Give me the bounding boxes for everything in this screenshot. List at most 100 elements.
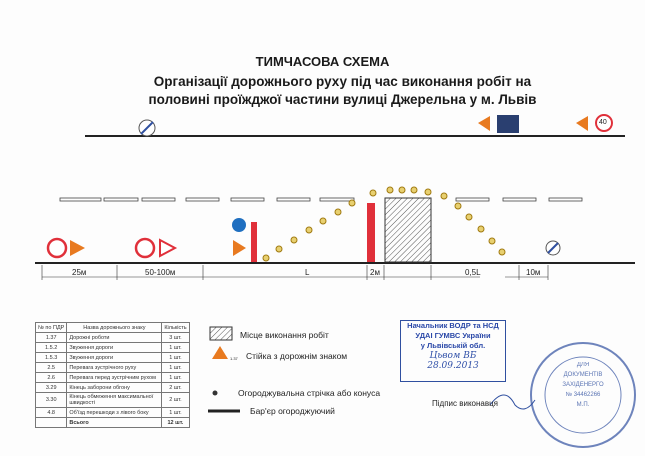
cone <box>386 186 394 194</box>
lane-dash <box>502 197 537 202</box>
doc-subtitle-2: половині проїжджої частини вулиці Джерел… <box>148 92 537 107</box>
stamp-text: ДЛЯ ДОКУМЕНТІВ ЗАХІДЕНЕРГО № 34462266 М.П. <box>548 360 618 410</box>
table-row: 1.5.3 Звуження дороги 1 шт. <box>34 352 190 363</box>
legend-work-area: Місце виконання робіт <box>240 330 329 340</box>
table-row: 3.29 Кінець заборони обгону 2 шт. <box>34 382 190 393</box>
legend-cone-icon <box>212 390 218 396</box>
doc-title: ТИМЧАСОВА СХЕМА <box>255 54 390 69</box>
approval-date: 28.09.2013 <box>427 361 479 371</box>
cone <box>498 248 506 256</box>
table-cell: 3 шт. <box>161 332 190 343</box>
detour-left-sign-icon <box>232 218 246 232</box>
signature <box>489 394 536 410</box>
cone <box>398 186 406 194</box>
dim-50-100m: 50-100м <box>145 268 176 277</box>
cone <box>488 237 496 245</box>
legend-sign-icon <box>212 346 228 359</box>
table-cell: 4.8 <box>34 407 68 418</box>
table-cell: Дорожні роботи <box>66 332 163 343</box>
lane-dash <box>455 197 490 202</box>
lane-markings <box>59 197 583 202</box>
table-row: 1.5.2 Звуження дороги 1 шт. <box>34 342 190 353</box>
cone <box>262 254 270 262</box>
roadwork-sign-icon <box>233 240 246 256</box>
dim-05L: 0,5L <box>465 268 481 277</box>
table-cell: 1 шт. <box>161 342 190 353</box>
table-cell: Перевага зустрічного руху <box>66 362 163 373</box>
dim-2m: 2м <box>370 268 380 277</box>
cone <box>305 226 313 234</box>
lane-dash <box>103 197 139 202</box>
signature-label: Підпис виконавця <box>432 399 499 408</box>
legend-sign-post: Стійка з дорожнім знаком <box>246 351 348 361</box>
narrowing-sign-icon <box>159 238 178 258</box>
dim-L: L <box>305 268 310 277</box>
dim-25m: 25м <box>72 268 87 277</box>
cone <box>440 192 448 200</box>
roadwork-sign-icon <box>70 240 85 256</box>
legend-barrier: Бар'єр огороджуючий <box>250 406 335 416</box>
table-cell: Кінець обмеження максимальної швидкості <box>66 392 163 408</box>
stamp-line: ДЛЯ <box>576 362 590 368</box>
speed-limit-sign-icon <box>595 114 613 132</box>
official-stamp <box>530 342 636 448</box>
table-cell: Перевага перед зустрічним рухом <box>66 372 163 383</box>
table-header: Назва дорожнього знаку <box>66 322 163 333</box>
stamp-line: ЗАХІДЕНЕРГО <box>562 382 604 388</box>
barrier-large <box>367 203 375 262</box>
speed-limit-sign-icon <box>46 237 68 259</box>
cone <box>319 217 327 225</box>
lane-dash <box>185 197 220 202</box>
table-cell: 1 шт. <box>161 362 190 373</box>
lane-dash <box>230 197 265 202</box>
legend-tape: Огороджувальна стрічка або конуса <box>238 388 381 398</box>
table-cell: Кінець заборони обгону <box>66 382 163 393</box>
priority-sign-icon <box>497 115 519 133</box>
approval-line: Начальник ВОДР та НСД <box>407 321 499 330</box>
lane-dash <box>141 197 176 202</box>
cone <box>290 236 298 244</box>
stamp-line: М.П. <box>576 402 590 408</box>
table-cell: Звуження дороги <box>66 342 163 353</box>
table-cell: 1 шт. <box>161 407 190 418</box>
total-value: 12 шт. <box>161 417 190 428</box>
table-cell: 3.30 <box>34 392 68 408</box>
cone <box>477 225 485 233</box>
cone <box>334 208 342 216</box>
table-row: 3.30 Кінець обмеження максимальної швидко… <box>34 392 190 408</box>
cone <box>465 213 473 221</box>
approval-line: у Львівській обл. <box>420 341 486 350</box>
speed-limit-value: 40 <box>599 119 607 126</box>
cone <box>348 199 356 207</box>
table-cell: 1 шт. <box>161 372 190 383</box>
table-row: 2.5 Перевага зустрічного руху 1 шт. <box>34 362 190 373</box>
table-cell: 1.37 <box>34 332 68 343</box>
dimension-lines <box>41 265 549 280</box>
cone <box>410 186 418 194</box>
work-area <box>384 197 432 263</box>
table-row: 4.8 Об'їзд перешкоди з лівого боку 1 шт. <box>34 407 190 418</box>
table-header: № по ПДР <box>34 322 68 333</box>
barrier-small <box>251 222 257 262</box>
table-row: 2.6 Перевага перед зустрічним рухом 1 шт. <box>34 372 190 383</box>
table-cell: 2 шт. <box>161 392 190 408</box>
table-row: 1.37 Дорожні роботи 3 шт. <box>34 332 190 343</box>
stamp-line: № 34462266 <box>565 392 601 398</box>
table-cell: 1 шт. <box>161 352 190 363</box>
table-cell: 1.5.2 <box>34 342 68 353</box>
approval-line: УДАІ ГУМВС України <box>415 331 491 340</box>
cone <box>275 245 283 253</box>
cone <box>369 189 377 197</box>
cone <box>424 188 432 196</box>
cone <box>454 202 462 210</box>
table-header: Кількість <box>161 322 190 333</box>
approval-signature: Цьвом ВБ <box>429 351 477 361</box>
roadwork-sign-icon <box>576 116 588 131</box>
table-cell: 1.5.3 <box>34 352 68 363</box>
table-cell: 2.5 <box>34 362 68 373</box>
legend-post-code: 1.37 <box>230 356 238 361</box>
total-label: Всього <box>66 417 163 428</box>
cones <box>262 186 506 262</box>
